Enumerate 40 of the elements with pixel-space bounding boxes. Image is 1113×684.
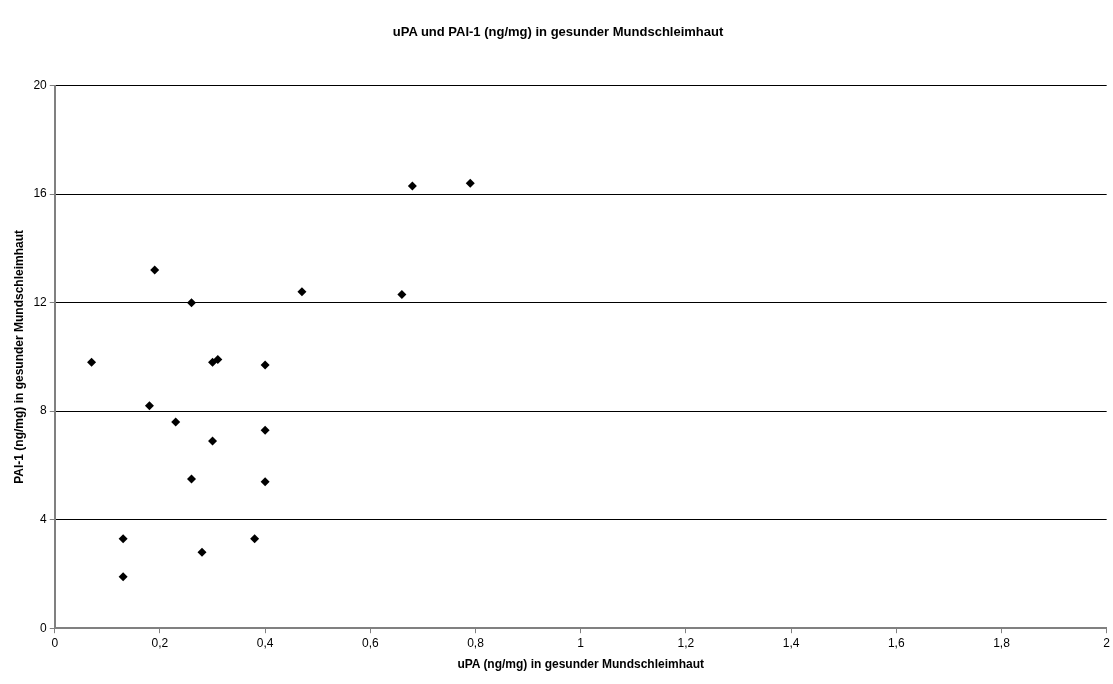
point — [397, 290, 407, 299]
point — [150, 265, 160, 275]
point — [197, 547, 207, 557]
x-axis-title: uPA (ng/mg) in gesunder Mundschleimhaut — [457, 657, 705, 672]
x-tick-label: 1,4 — [782, 635, 800, 650]
x-tick-label: 0,6 — [361, 635, 379, 650]
point — [250, 534, 260, 544]
point — [208, 357, 218, 367]
point — [87, 357, 97, 367]
chart-title: uPA und PAI-1 (ng/mg) in gesunder Mundschleimhaut — [392, 24, 724, 40]
y-tick-label: 4 — [40, 511, 48, 526]
point — [260, 360, 270, 370]
x-tick-label: 1 — [577, 635, 585, 650]
point — [260, 477, 270, 487]
point — [465, 178, 475, 188]
point — [118, 534, 128, 544]
y-axis-title: PAI-1 (ng/mg) in gesunder Mundschleimhaut — [11, 230, 26, 484]
point — [297, 287, 307, 297]
point — [208, 436, 218, 446]
point — [260, 425, 270, 435]
point — [213, 355, 223, 365]
x-tick-label: 0,2 — [151, 635, 169, 650]
x-tick-label: 0,4 — [256, 635, 274, 650]
y-tick-label: 20 — [33, 77, 48, 92]
point — [144, 401, 154, 411]
y-tick-label: 0 — [40, 620, 48, 635]
y-tick-label: 8 — [40, 403, 48, 418]
x-tick-label: 0 — [51, 635, 59, 650]
point — [171, 417, 181, 427]
x-tick-label: 0,8 — [467, 635, 485, 650]
x-tick-label: 1,8 — [993, 635, 1011, 650]
x-tick-label: 2 — [1103, 635, 1111, 650]
x-tick-label: 1,2 — [677, 635, 695, 650]
point — [187, 474, 196, 484]
point — [118, 572, 128, 582]
x-tick-label: 1,6 — [887, 635, 905, 650]
y-tick-label: 16 — [33, 186, 48, 201]
y-tick-label: 12 — [33, 294, 48, 309]
point — [407, 181, 417, 191]
point — [187, 298, 196, 308]
